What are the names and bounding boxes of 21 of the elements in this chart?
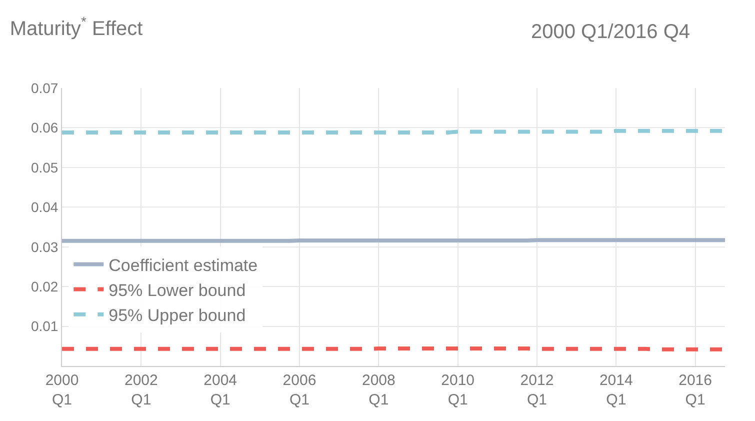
x-tick-label: 2004 Q1 (204, 372, 238, 408)
legend-label: 95% Lower bound (108, 280, 246, 300)
x-tick-label: 2008 Q1 (362, 372, 396, 408)
x-tick-label: 2000 Q1 (45, 372, 79, 408)
y-tick-label: 0.06 (30, 120, 58, 136)
x-tick-label: 2014 Q1 (599, 372, 633, 408)
y-tick-label: 0.04 (30, 199, 58, 216)
y-tick-label: 0.01 (30, 318, 58, 334)
y-tick-label: 0.07 (30, 80, 58, 96)
x-tick-label: 2010 Q1 (441, 372, 475, 408)
legend-label: Coefficient estimate (108, 256, 258, 275)
x-tick-label: 2012 Q1 (520, 372, 554, 408)
x-tick-label: 2016 Q1 (678, 372, 712, 408)
y-tick-label: 0.02 (30, 278, 58, 294)
x-tick-label: 2006 Q1 (282, 372, 316, 408)
legend-label: 95% Upper bound (108, 306, 246, 326)
x-tick-label: 2002 Q1 (124, 372, 158, 408)
chart-subtitle: 2000 Q1/2016 Q4 (531, 21, 690, 43)
chart-title: Maturity$^{*}$ Effect (10, 14, 144, 40)
y-tick-label: 0.05 (30, 159, 58, 176)
y-tick-label: 0.03 (30, 238, 58, 255)
